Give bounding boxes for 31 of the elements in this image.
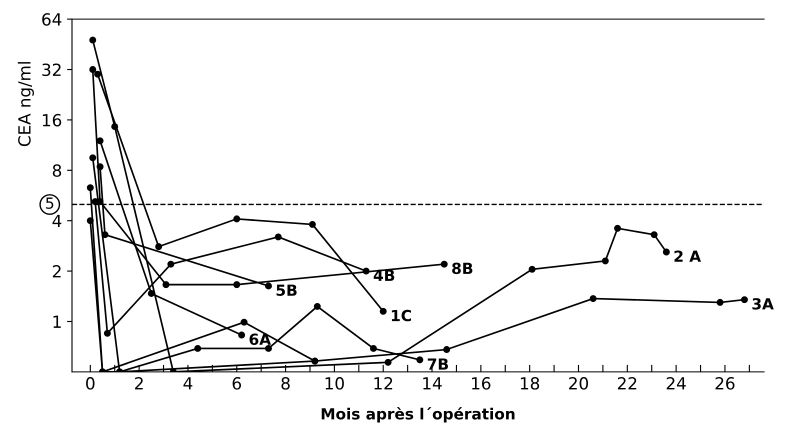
series-label: 2 A bbox=[674, 250, 702, 262]
x-tick-label: 20 bbox=[569, 377, 588, 390]
series-label: 7B bbox=[428, 358, 448, 370]
series-label: 3A bbox=[752, 298, 774, 310]
x-tick-label: 18 bbox=[520, 377, 540, 390]
y-axis-title: CEA ng/ml bbox=[18, 62, 34, 146]
x-tick-label: 2 bbox=[135, 377, 143, 390]
ref-line-label: 5 bbox=[46, 198, 54, 209]
x-tick-label: 22 bbox=[618, 377, 636, 390]
x-tick-label: 12 bbox=[374, 377, 392, 390]
series-label: 8B bbox=[452, 262, 472, 274]
x-tick-label: 26 bbox=[716, 377, 734, 390]
x-tick-label: 6 bbox=[232, 377, 242, 390]
x-tick-label: 8 bbox=[281, 377, 290, 390]
y-tick-label: 32 bbox=[42, 63, 61, 76]
y-tick-label: 4 bbox=[52, 214, 62, 228]
y-tick-label: 2 bbox=[52, 265, 61, 278]
y-tick-label: 16 bbox=[42, 114, 62, 126]
x-tick-label: 24 bbox=[666, 377, 686, 390]
x-tick-label: 0 bbox=[86, 377, 94, 390]
y-tick-label: 1 bbox=[54, 316, 61, 328]
x-axis-title: Mois après l´opération bbox=[322, 407, 514, 423]
series-label: 6A bbox=[250, 333, 271, 346]
series-label: 5B bbox=[276, 284, 297, 296]
x-tick-label: 16 bbox=[472, 377, 490, 390]
y-tick-label: 64 bbox=[42, 13, 62, 26]
series-label: 1C bbox=[392, 310, 412, 322]
x-tick-label: 10 bbox=[326, 377, 344, 390]
x-tick-label: 4 bbox=[183, 377, 192, 390]
y-tick-label: 8 bbox=[52, 164, 62, 177]
x-tick-label: 14 bbox=[423, 377, 442, 390]
